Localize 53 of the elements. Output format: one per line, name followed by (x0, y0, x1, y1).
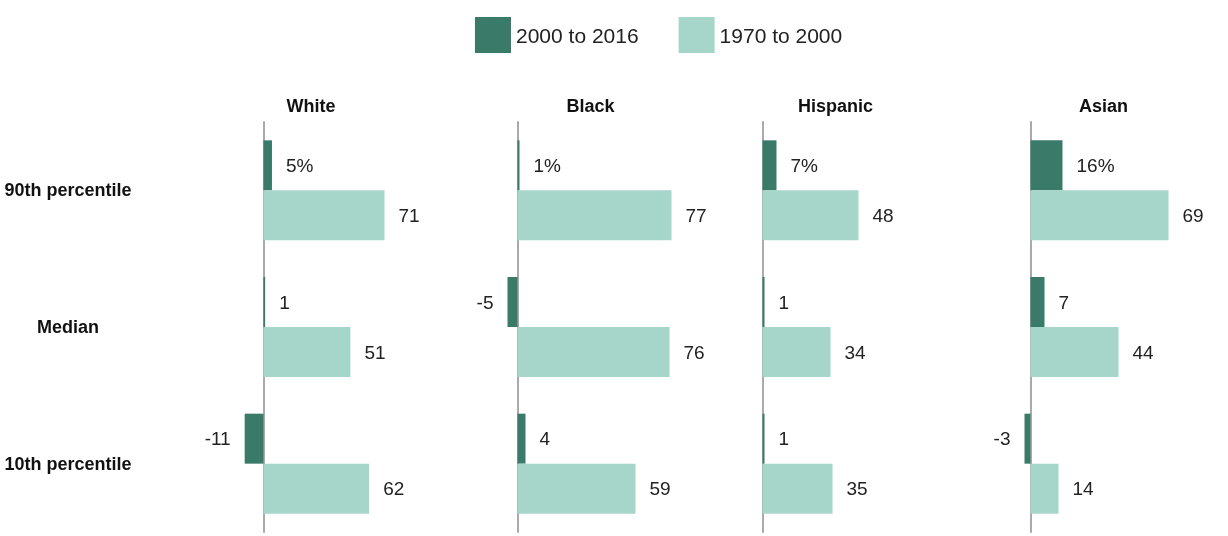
data-label: 51 (364, 341, 386, 363)
bar (1030, 327, 1118, 377)
data-label: 4 (539, 428, 550, 450)
bar (517, 327, 669, 377)
y-tick-label: 10th percentile (4, 453, 132, 474)
data-label: -11 (204, 428, 231, 450)
data-label: 59 (649, 478, 671, 500)
data-label: 1 (279, 291, 290, 313)
data-label: -5 (476, 291, 493, 313)
data-label: 77 (685, 204, 707, 226)
chart-title: Black (565, 96, 615, 116)
data-label: 1% (533, 154, 561, 176)
bar (263, 327, 351, 377)
chart-title: Hispanic (797, 96, 873, 116)
legend-label: 1970 to 2000 (719, 23, 843, 47)
data-label: 5% (285, 154, 314, 176)
data-label: 71 (398, 204, 420, 226)
bar (762, 190, 858, 241)
bar (263, 463, 370, 514)
bar (1024, 413, 1030, 464)
bar (517, 190, 671, 241)
bar (1030, 140, 1062, 191)
data-label: 16% (1076, 154, 1115, 176)
chart-title: Asian (1078, 96, 1128, 116)
bar (762, 463, 832, 514)
bar (507, 277, 517, 327)
chart-title: White (286, 96, 336, 116)
data-label: 14 (1072, 478, 1094, 500)
legend-label: 2000 to 2016 (516, 23, 639, 47)
data-label: -3 (993, 428, 1010, 450)
data-label: 34 (844, 341, 866, 363)
bar (263, 140, 272, 191)
data-label: 48 (872, 204, 894, 226)
bar (244, 413, 264, 464)
data-label: 1 (778, 291, 789, 313)
bar (1030, 277, 1044, 327)
data-label: 1 (778, 428, 789, 450)
data-label: 7 (1058, 291, 1069, 313)
bar (762, 327, 830, 377)
data-label: 7% (790, 154, 818, 176)
bar (762, 140, 776, 191)
bar (1030, 463, 1058, 514)
data-label: 69 (1182, 204, 1204, 226)
y-tick-label: 90th percentile (4, 180, 132, 201)
bar (263, 190, 385, 241)
bar (517, 463, 635, 514)
y-tick-label: Median (36, 317, 100, 337)
bar (1030, 190, 1168, 241)
data-label: 76 (683, 341, 705, 363)
data-label: 35 (846, 478, 868, 500)
bar (517, 413, 525, 464)
data-label: 44 (1132, 341, 1154, 363)
data-label: 62 (383, 478, 405, 500)
